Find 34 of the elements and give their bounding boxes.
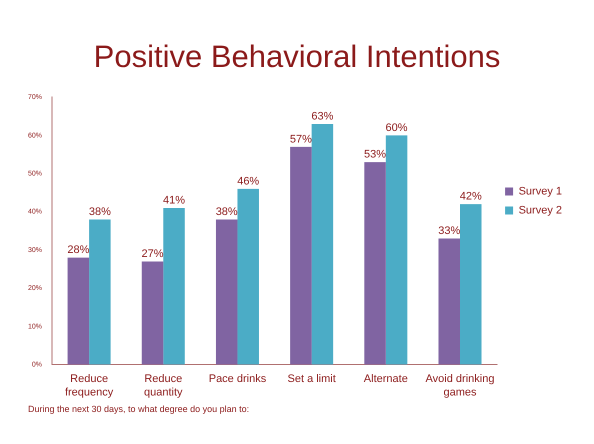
data-label: 57% bbox=[290, 133, 312, 146]
bar bbox=[216, 219, 238, 365]
bar bbox=[68, 258, 90, 365]
x-tick-label: Set a limit bbox=[287, 373, 336, 386]
x-tick-label: Avoid drinking games bbox=[426, 373, 494, 398]
bar bbox=[312, 124, 334, 365]
bar bbox=[460, 204, 482, 365]
data-label: 38% bbox=[88, 206, 112, 218]
legend-label: Survey 2 bbox=[518, 204, 562, 217]
data-label: 46% bbox=[237, 175, 260, 188]
bar bbox=[89, 219, 111, 365]
bar bbox=[290, 146, 312, 365]
x-tick-label: Pace drinks bbox=[208, 373, 267, 386]
data-label: 60% bbox=[386, 122, 408, 134]
data-label: 28% bbox=[67, 244, 90, 256]
bar bbox=[237, 188, 259, 365]
x-tick-label: Reduce quantity bbox=[144, 373, 184, 398]
chart-title: Positive Behavioral Intentions bbox=[94, 39, 500, 74]
data-label: 53% bbox=[364, 148, 386, 161]
x-tick-label: Alternate bbox=[364, 373, 408, 386]
bar bbox=[438, 238, 460, 365]
data-label: 41% bbox=[163, 194, 186, 207]
data-label: 38% bbox=[216, 206, 238, 218]
bar bbox=[163, 208, 185, 365]
data-label: 63% bbox=[311, 110, 334, 122]
legend-label: Survey 1 bbox=[518, 186, 562, 198]
x-tick-label: Reduce frequency bbox=[64, 373, 114, 398]
data-label: 33% bbox=[438, 225, 460, 238]
data-label: 27% bbox=[142, 248, 164, 260]
bar bbox=[364, 162, 386, 365]
text: During the next 30 days, to what degree do you plan to: bbox=[28, 404, 250, 414]
bar bbox=[142, 261, 164, 365]
bar bbox=[386, 135, 408, 365]
data-label: 42% bbox=[460, 190, 482, 203]
